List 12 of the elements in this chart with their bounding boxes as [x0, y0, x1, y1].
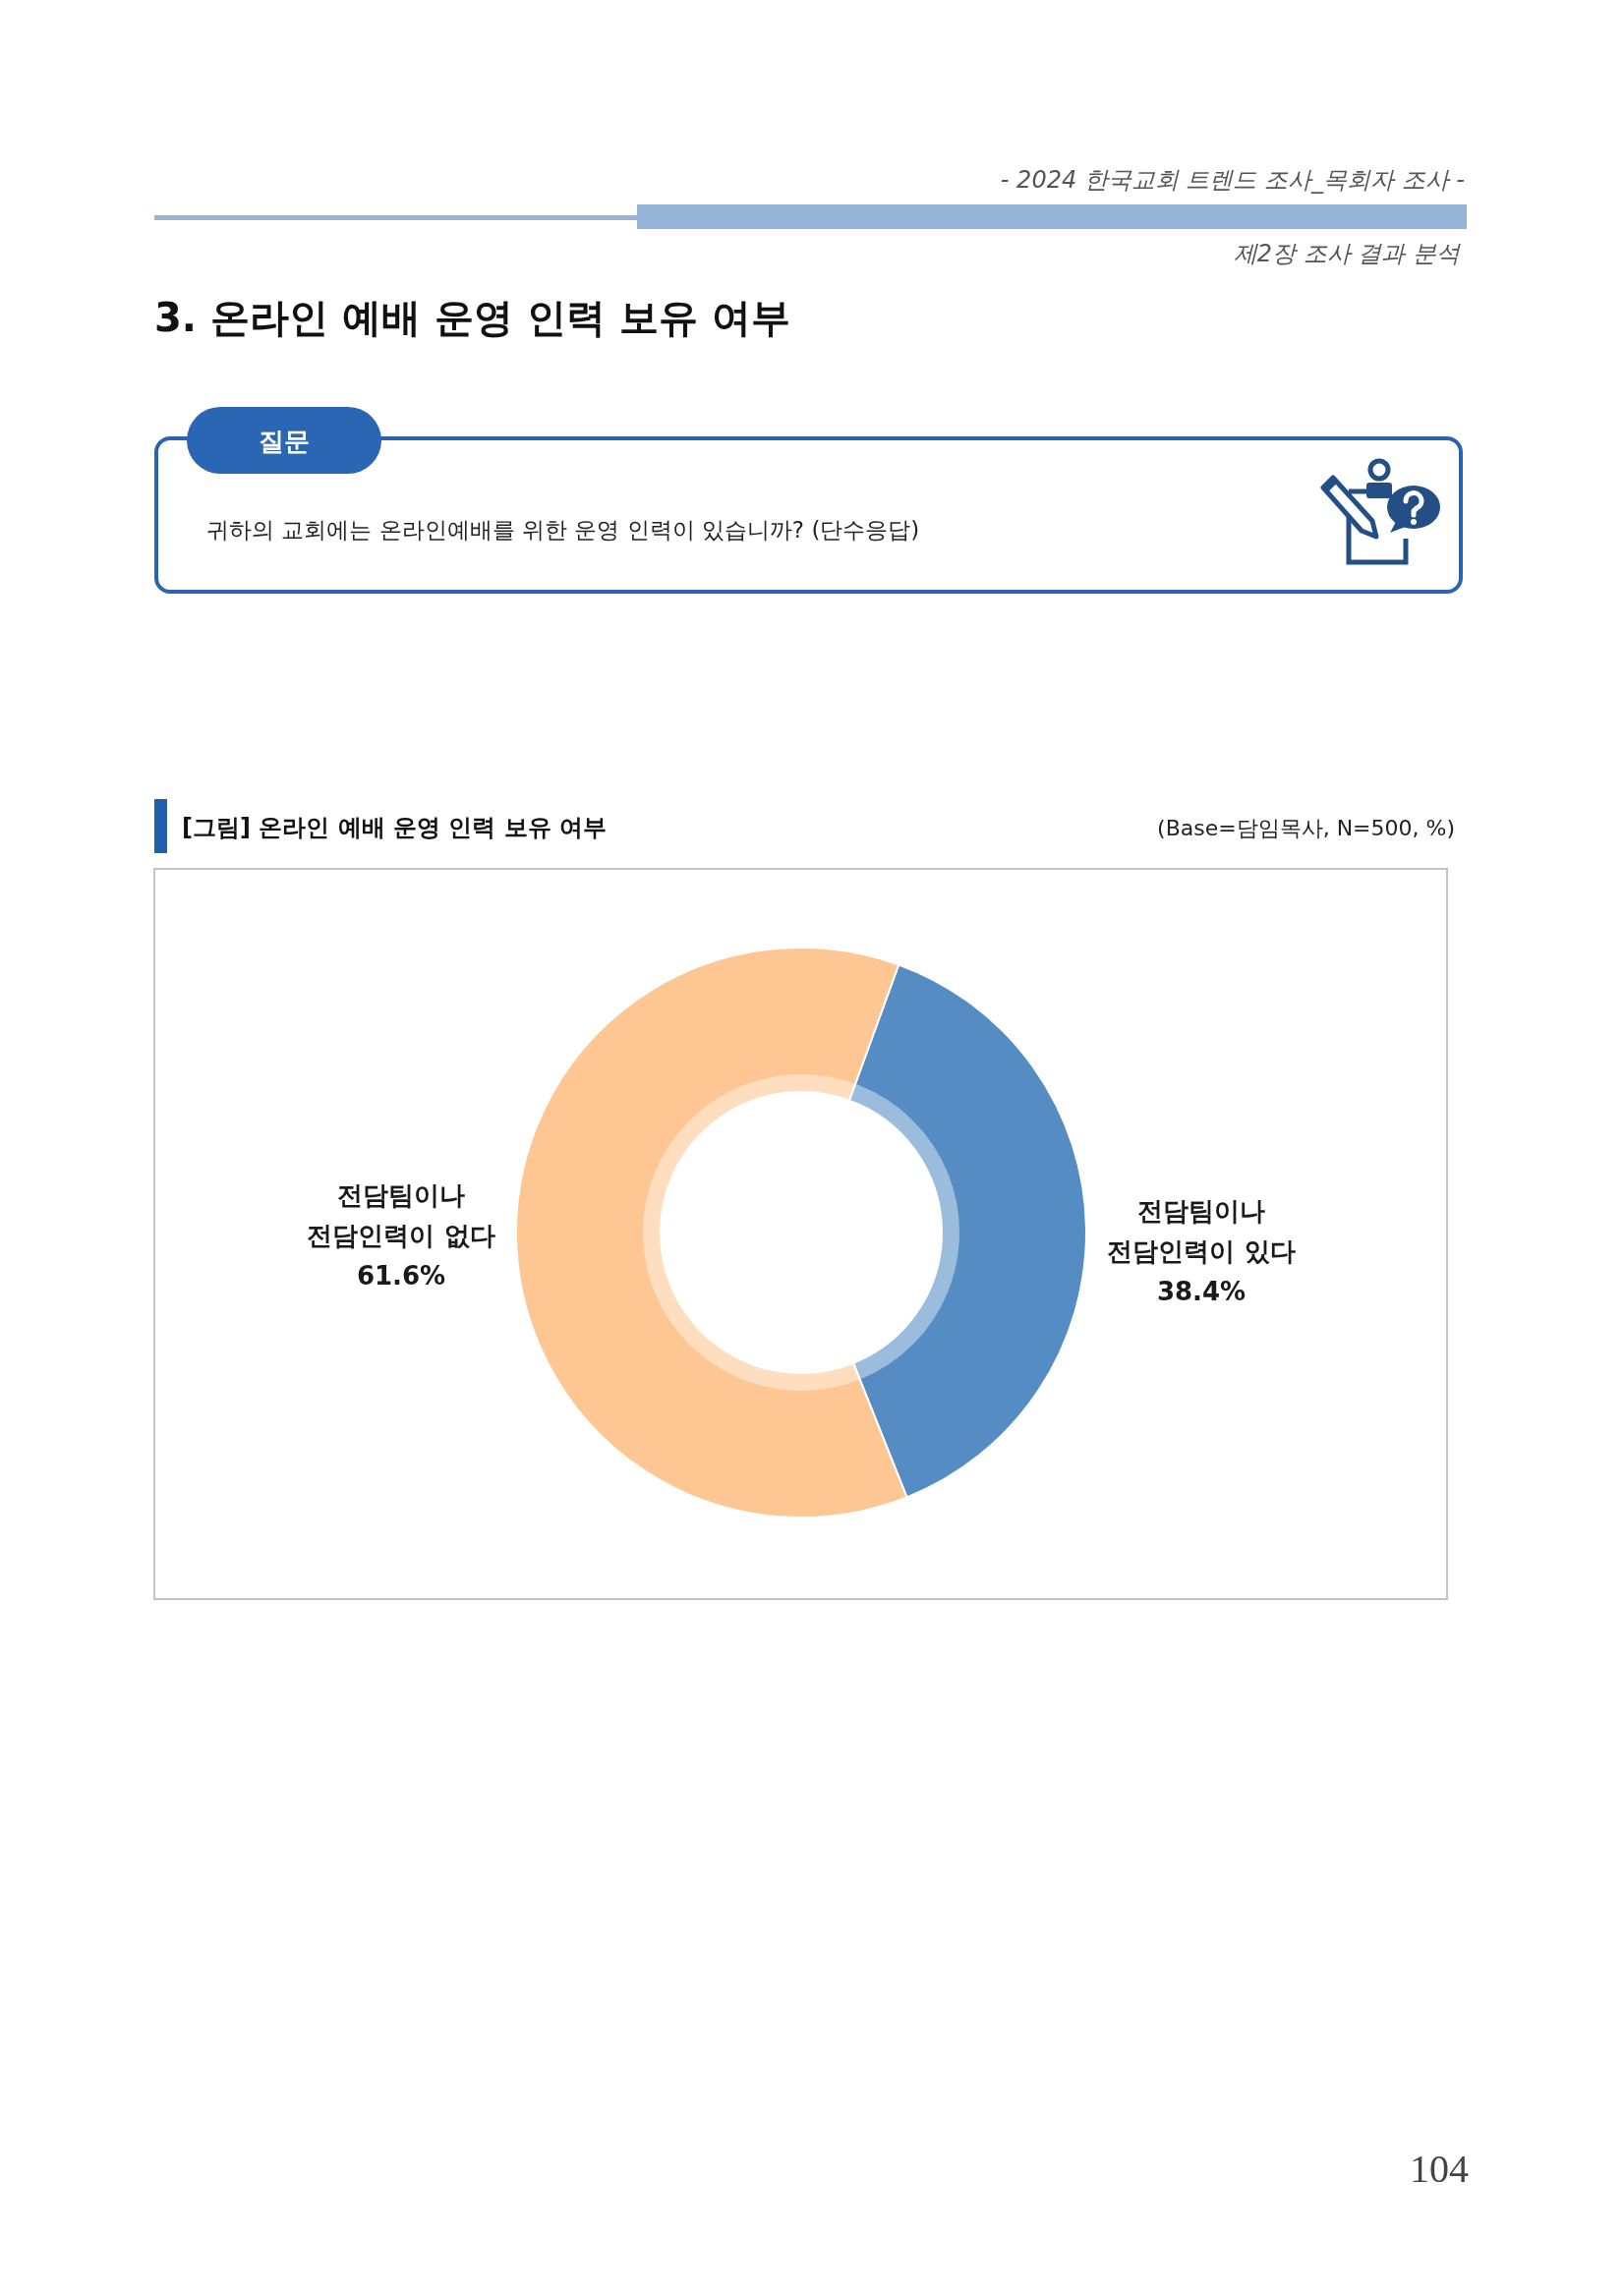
data-label: 38.4%	[1156, 1276, 1247, 1306]
chart-subtitle: (Base=담임목사, N=500, %)	[1157, 816, 1455, 840]
chart-title: [그림] 온라인 예배 운영 인력 보유 여부	[182, 814, 608, 841]
text: 귀하의 교회에는 온라인예배를 위한 운영 인력이 있습니까? (단수응답)	[206, 517, 920, 543]
text: 질문	[259, 427, 310, 456]
slice-label: 전담팀이나 전담인력이 있다	[1107, 1195, 1296, 1266]
data-label: 61.6%	[356, 1260, 446, 1291]
text: 104	[1410, 2147, 1469, 2191]
text: - 2024 한국교회 트렌드 조사_목회자 조사 -	[1000, 166, 1465, 194]
text: 제2장 조사 결과 분석	[1233, 240, 1461, 267]
slice-label: 전담팀이나 전담인력이 없다	[307, 1179, 495, 1250]
text: 3. 온라인 예배 운영 인력 보유 여부	[154, 295, 790, 340]
